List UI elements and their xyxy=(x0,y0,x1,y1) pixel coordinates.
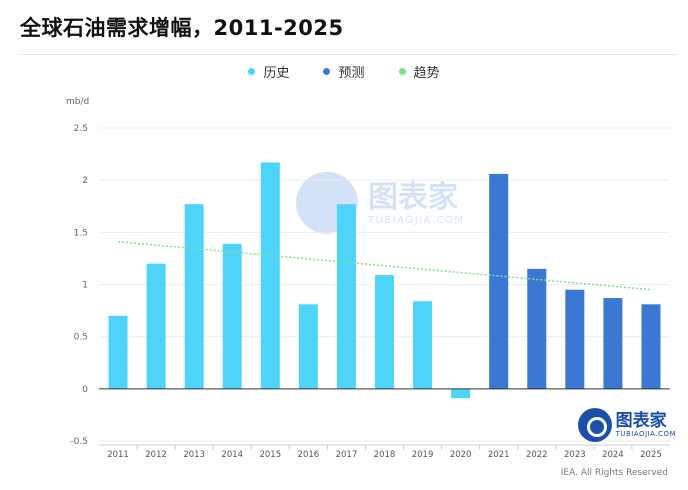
bar-history xyxy=(375,275,394,389)
watermark-text: 图表家 xyxy=(368,179,458,215)
x-tick-label: 2016 xyxy=(298,450,320,460)
robot-head-icon xyxy=(577,408,612,442)
bar-history xyxy=(413,301,433,389)
title-divider xyxy=(20,54,678,55)
y-tick-label: 1.5 xyxy=(74,228,88,238)
bar-history xyxy=(146,263,166,389)
bar-history xyxy=(298,304,318,389)
x-tick-label: 2011 xyxy=(107,450,129,460)
x-tick-label: 2015 xyxy=(259,450,281,460)
legend-dot-forecast xyxy=(323,68,331,75)
bar-history xyxy=(451,388,471,399)
y-tick-label: 1 xyxy=(82,281,88,291)
x-tick-label: 2017 xyxy=(336,450,358,460)
legend-label-forecast: 预测 xyxy=(338,66,365,81)
y-tick-label: -0.5 xyxy=(70,437,88,447)
bar-forecast xyxy=(603,298,623,389)
bar-forecast xyxy=(527,268,547,389)
logo-text: 图表家 xyxy=(615,411,667,431)
bar-forecast xyxy=(489,173,509,389)
legend-dot-history xyxy=(248,68,256,75)
x-tick-label: 2021 xyxy=(488,450,510,460)
bar-history xyxy=(336,204,356,389)
y-tick-label: 0.5 xyxy=(74,333,88,343)
x-tick-label: 2018 xyxy=(374,450,396,460)
x-tick-label: 2022 xyxy=(526,450,548,460)
x-tick-label: 2019 xyxy=(412,450,434,460)
bar-history xyxy=(108,315,128,389)
source-credit: IEA. All Rights Reserved xyxy=(560,468,668,478)
brand-logo[interactable]: 图表家 TUBIAOJIA.COM xyxy=(577,408,676,442)
chart-title: 全球石油需求增幅，2011-2025 xyxy=(20,16,344,40)
bar-history xyxy=(184,204,204,389)
trend-line xyxy=(117,240,652,291)
legend-label-history: 历史 xyxy=(263,66,290,81)
bar-history xyxy=(222,243,242,389)
x-tick-label: 2024 xyxy=(602,450,624,460)
logo-subtext: TUBIAOJIA.COM xyxy=(615,430,676,438)
x-tick-label: 2020 xyxy=(450,450,472,460)
legend: 历史 预测 趋势 xyxy=(0,62,688,81)
legend-item-forecast[interactable]: 预测 xyxy=(323,62,365,81)
legend-item-history[interactable]: 历史 xyxy=(248,62,289,81)
bar-history xyxy=(260,162,280,389)
y-tick-label: 2.5 xyxy=(74,124,88,134)
bar-forecast xyxy=(565,289,585,389)
x-tick-label: 2013 xyxy=(183,450,205,460)
x-tick-label: 2012 xyxy=(145,450,167,460)
legend-label-trend: 趋势 xyxy=(413,66,440,81)
y-tick-label: 0 xyxy=(82,385,88,395)
x-tick-label: 2025 xyxy=(640,450,662,460)
x-tick-label: 2023 xyxy=(564,450,586,460)
bar-forecast xyxy=(641,304,661,389)
legend-dot-trend xyxy=(398,68,406,75)
legend-item-trend[interactable]: 趋势 xyxy=(398,62,440,81)
watermark-subtext: TUBIAOJIA.COM xyxy=(368,214,465,226)
y-tick-label: 2 xyxy=(82,176,88,186)
y-axis-unit: mb/d xyxy=(66,97,90,107)
x-tick-label: 2014 xyxy=(221,450,243,460)
